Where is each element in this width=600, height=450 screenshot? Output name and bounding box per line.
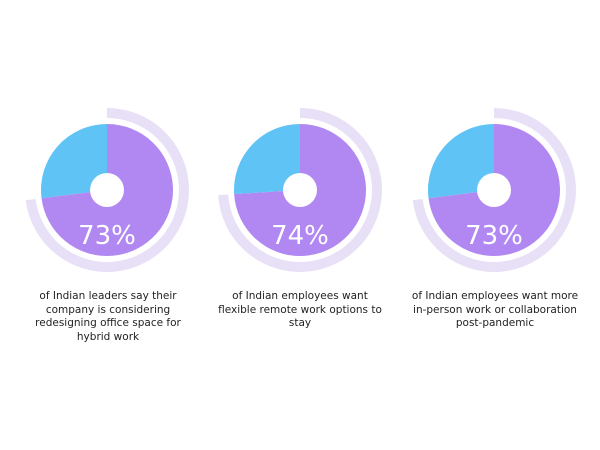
remainder-slice-3	[428, 124, 494, 199]
donut-chart-1: 73%	[25, 108, 190, 272]
center-hole-2	[283, 173, 317, 207]
center-hole-1	[90, 173, 124, 207]
percent-label-2: 74%	[271, 221, 329, 251]
percent-label-3: 73%	[465, 221, 523, 251]
percent-label-1: 73%	[78, 221, 136, 251]
remainder-slice-1	[41, 124, 108, 199]
caption-2: of Indian employees want flexible remote…	[218, 290, 382, 329]
center-hole-3	[477, 173, 511, 207]
donut-chart-3: 73%	[412, 108, 576, 272]
caption-1: of Indian leaders say their company is c…	[35, 290, 181, 343]
donut-chart-2: 74%	[218, 108, 382, 272]
remainder-slice-2	[234, 124, 300, 195]
caption-3: of Indian employees want more in-person …	[411, 290, 579, 329]
